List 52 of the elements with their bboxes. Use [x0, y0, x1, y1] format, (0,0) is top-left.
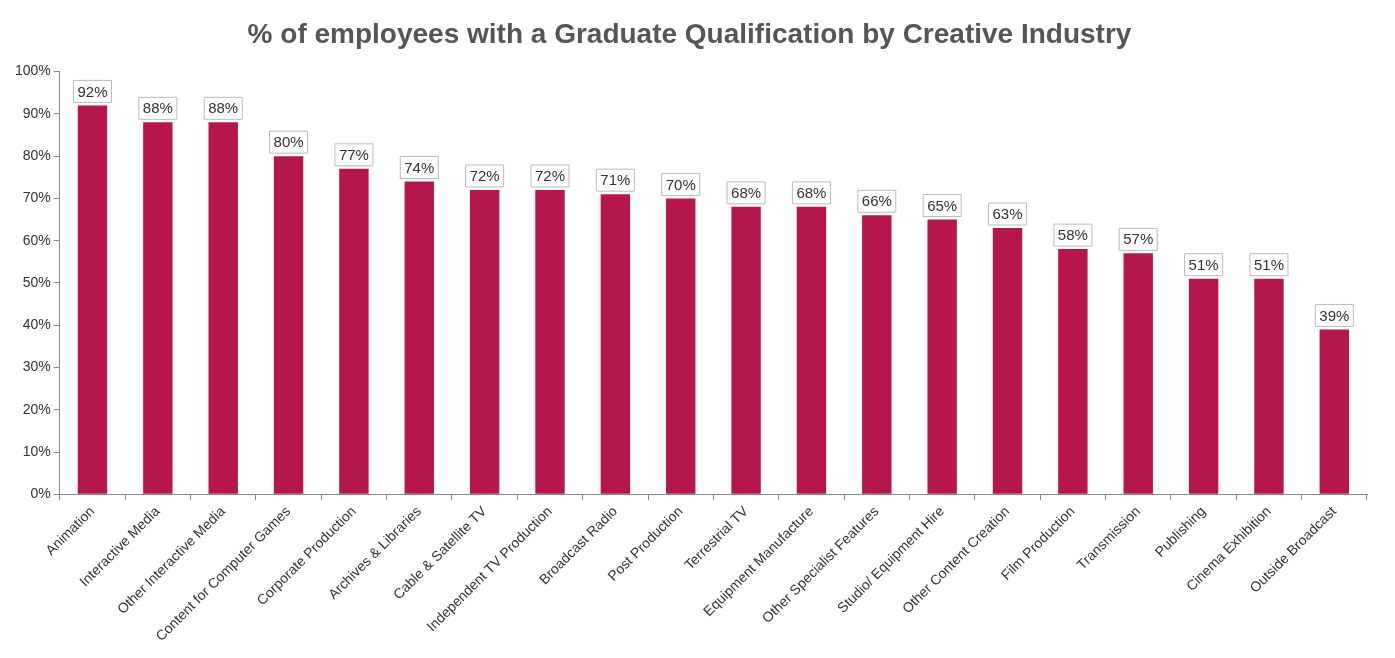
- bar: [927, 219, 957, 494]
- data-label: 88%: [142, 99, 173, 117]
- data-label: 92%: [77, 82, 108, 100]
- data-label: 72%: [469, 167, 500, 185]
- data-label: 63%: [992, 205, 1023, 223]
- data-label: 72%: [534, 167, 566, 185]
- data-label: 68%: [731, 184, 762, 201]
- bar: [796, 206, 827, 494]
- bar: [1254, 278, 1284, 494]
- bar: [339, 168, 369, 494]
- data-label: 65%: [927, 196, 958, 214]
- data-label: 77%: [338, 145, 369, 163]
- y-tick-label: 100%: [14, 62, 51, 79]
- y-tick-label: 40%: [22, 316, 51, 333]
- y-tick-label: 70%: [22, 189, 51, 206]
- bar: [208, 122, 238, 494]
- bar: [1123, 253, 1153, 494]
- bar: [600, 194, 631, 494]
- data-label: 88%: [208, 99, 239, 117]
- data-label: 58%: [1057, 226, 1088, 244]
- y-tick-label: 50%: [22, 273, 51, 290]
- data-label: 71%: [600, 171, 631, 189]
- data-label: 74%: [404, 158, 435, 176]
- bar: [1319, 329, 1350, 494]
- bar: [77, 105, 108, 494]
- data-label: 51%: [1253, 255, 1284, 273]
- y-tick-label: 30%: [22, 358, 51, 375]
- y-tick-label: 20%: [22, 400, 51, 417]
- bar: [1058, 249, 1088, 494]
- data-label: 51%: [1188, 255, 1219, 273]
- bar: [273, 156, 304, 494]
- data-label: 57%: [1123, 230, 1154, 248]
- y-tick-label: 10%: [22, 442, 51, 459]
- data-label: 39%: [1319, 306, 1350, 324]
- y-tick-label: 90%: [22, 104, 51, 121]
- bar: [731, 206, 761, 494]
- data-label: 80%: [273, 133, 304, 151]
- bar: [469, 189, 500, 494]
- data-label: 66%: [861, 192, 892, 210]
- bar: [404, 181, 434, 494]
- chart-title: % of employees with a Graduate Qualification by Creative Industry: [247, 17, 1132, 49]
- bar: [143, 122, 173, 494]
- data-label: 68%: [796, 184, 827, 201]
- bar: [666, 198, 696, 494]
- bar: [535, 189, 565, 494]
- y-tick-label: 60%: [22, 231, 51, 248]
- y-tick-label: 80%: [22, 146, 51, 163]
- bar: [992, 227, 1023, 494]
- data-label: 70%: [665, 175, 696, 193]
- y-tick-label: 0%: [30, 485, 51, 502]
- bar: [862, 215, 892, 494]
- bar: [1188, 278, 1219, 494]
